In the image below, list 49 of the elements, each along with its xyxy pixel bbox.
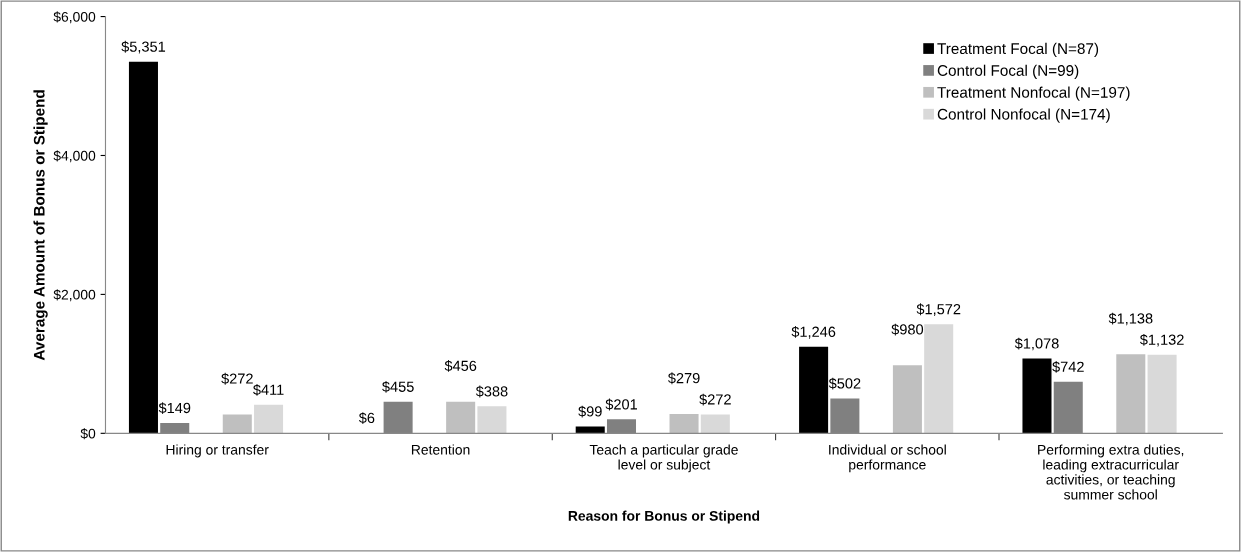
data-label: $1,572	[916, 303, 961, 317]
data-label: $411	[253, 384, 284, 396]
x-tick-label: Retention	[411, 444, 470, 455]
bar	[700, 414, 730, 434]
data-label: $388	[475, 385, 508, 398]
bar	[669, 413, 699, 434]
y-tick-label: $2,000	[53, 289, 96, 302]
data-label: $502	[828, 377, 861, 390]
y-tick-label: $4,000	[53, 150, 96, 163]
data-label: $1,078	[1014, 337, 1059, 351]
data-label: $455	[382, 380, 414, 393]
x-tick-label: Teach a particular grade level or subject	[589, 444, 738, 473]
bar	[477, 406, 507, 434]
data-label: $272	[221, 372, 253, 385]
data-label: $99	[578, 405, 602, 418]
bar	[222, 414, 252, 434]
bar	[446, 401, 476, 434]
data-label: $149	[158, 402, 191, 415]
data-label: $742	[1052, 361, 1084, 373]
bar	[1022, 358, 1052, 434]
data-label: $6	[358, 412, 375, 424]
data-label: $279	[667, 372, 700, 385]
legend-label: Control Focal (N=99)	[937, 64, 1079, 79]
y-tick-label: $0	[80, 428, 96, 440]
data-label: $456	[444, 360, 477, 372]
bar	[892, 365, 922, 434]
bar	[924, 324, 954, 434]
bar	[575, 426, 605, 434]
data-label: $1,138	[1108, 312, 1153, 326]
y-tick-label: $6,000	[53, 11, 96, 24]
data-label: $201	[605, 398, 637, 411]
x-tick-label: Hiring or transfer	[166, 444, 269, 458]
bar	[254, 404, 284, 434]
data-label: $1,132	[1139, 333, 1184, 347]
legend-label: Treatment Nonfocal (N=197)	[937, 86, 1130, 101]
legend-label: Treatment Focal (N=87)	[937, 42, 1099, 58]
data-label: $5,351	[121, 40, 166, 54]
x-axis-title: Reason for Bonus or Stipend	[568, 510, 760, 524]
data-label: $980	[891, 323, 924, 336]
legend-label: Control Nonfocal (N=174)	[937, 108, 1110, 123]
data-label: $272	[699, 393, 731, 406]
bar	[128, 61, 158, 434]
y-axis-title: Average Amount of Bonus or Stipend	[33, 90, 48, 361]
x-tick-label: Performing extra duties, leading extracurricular activities, or teaching summer school	[1038, 444, 1184, 500]
bar	[1147, 354, 1177, 434]
x-tick-label: Individual or school performance	[829, 444, 946, 473]
data-label: $1,246	[791, 326, 836, 339]
bar	[799, 346, 829, 434]
bar	[1116, 354, 1146, 434]
